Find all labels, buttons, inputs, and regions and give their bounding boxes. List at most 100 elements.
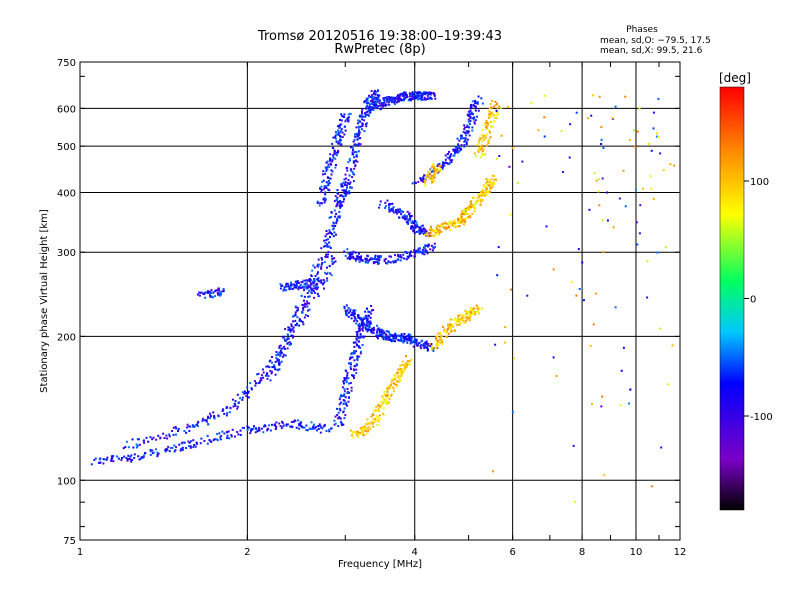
data-point <box>172 426 175 429</box>
data-point <box>278 368 281 371</box>
data-point <box>473 122 476 125</box>
data-point <box>313 291 316 294</box>
data-point <box>322 282 325 285</box>
data-point <box>343 390 346 393</box>
data-point <box>446 153 449 155</box>
data-point <box>205 420 208 423</box>
data-point <box>454 329 457 332</box>
data-point <box>194 445 197 448</box>
data-point <box>242 427 245 429</box>
data-point <box>295 284 298 287</box>
data-point <box>347 119 350 122</box>
data-point <box>273 423 276 426</box>
data-point <box>652 197 655 200</box>
data-point <box>312 287 315 290</box>
data-point <box>351 374 354 377</box>
data-point <box>197 420 200 423</box>
data-point <box>326 271 329 274</box>
data-point <box>337 215 340 218</box>
data-point <box>333 209 336 212</box>
data-point <box>331 263 334 265</box>
data-point <box>470 202 473 205</box>
data-point <box>356 257 359 260</box>
data-point <box>407 222 410 225</box>
data-point <box>357 142 360 145</box>
data-point <box>430 244 433 247</box>
data-point <box>602 147 605 149</box>
data-point <box>301 303 304 306</box>
data-point <box>279 344 282 347</box>
data-point <box>277 369 280 372</box>
data-point <box>354 151 357 153</box>
data-point <box>345 381 348 384</box>
data-point <box>468 311 470 314</box>
data-point <box>162 432 165 435</box>
data-point <box>414 251 417 254</box>
data-point <box>500 134 503 137</box>
data-point <box>391 334 394 337</box>
data-point <box>307 279 309 282</box>
data-point <box>457 143 460 146</box>
data-point <box>425 244 428 247</box>
data-point <box>381 336 384 339</box>
data-point <box>353 143 356 146</box>
data-point <box>371 96 374 99</box>
data-point <box>393 103 396 106</box>
data-point <box>474 107 477 110</box>
data-point <box>270 423 273 426</box>
data-point <box>377 262 380 265</box>
data-point <box>346 166 349 169</box>
data-point <box>343 116 345 118</box>
data-point <box>406 95 409 98</box>
data-point <box>350 169 353 172</box>
data-point <box>320 185 323 188</box>
data-point <box>435 226 438 229</box>
data-point <box>482 148 485 151</box>
data-point <box>367 102 370 104</box>
data-point <box>384 206 387 209</box>
data-point <box>330 255 333 258</box>
data-point <box>99 461 102 464</box>
data-point <box>396 209 399 212</box>
data-point <box>297 424 300 427</box>
data-point <box>307 309 309 312</box>
data-point <box>454 219 457 222</box>
data-point <box>354 259 357 262</box>
data-point <box>388 210 391 213</box>
data-point <box>425 250 428 253</box>
data-point <box>308 285 311 288</box>
data-point <box>339 118 341 121</box>
data-point <box>315 287 318 290</box>
data-point <box>334 260 337 263</box>
data-point <box>378 206 381 209</box>
data-point <box>217 415 220 418</box>
data-point <box>436 341 438 344</box>
data-point <box>481 307 483 310</box>
data-point <box>312 425 315 428</box>
data-point <box>474 109 477 112</box>
data-point <box>356 433 358 436</box>
data-point <box>217 293 220 296</box>
data-point <box>357 316 360 319</box>
data-point <box>367 106 370 109</box>
data-point <box>254 384 257 387</box>
data-point <box>498 105 501 108</box>
data-point <box>422 344 425 347</box>
data-point <box>127 446 130 449</box>
data-point <box>341 115 344 118</box>
data-point <box>149 449 152 452</box>
data-point <box>438 165 441 168</box>
data-point <box>341 394 344 397</box>
data-point <box>329 153 332 156</box>
data-point <box>371 327 374 330</box>
data-point <box>367 327 370 330</box>
data-point <box>305 424 308 427</box>
data-point <box>409 217 412 220</box>
data-point <box>222 408 225 411</box>
data-point <box>458 149 461 152</box>
data-point <box>403 364 406 367</box>
data-point <box>247 426 250 429</box>
data-point <box>325 166 328 169</box>
data-point <box>388 208 391 211</box>
data-point <box>633 129 635 132</box>
